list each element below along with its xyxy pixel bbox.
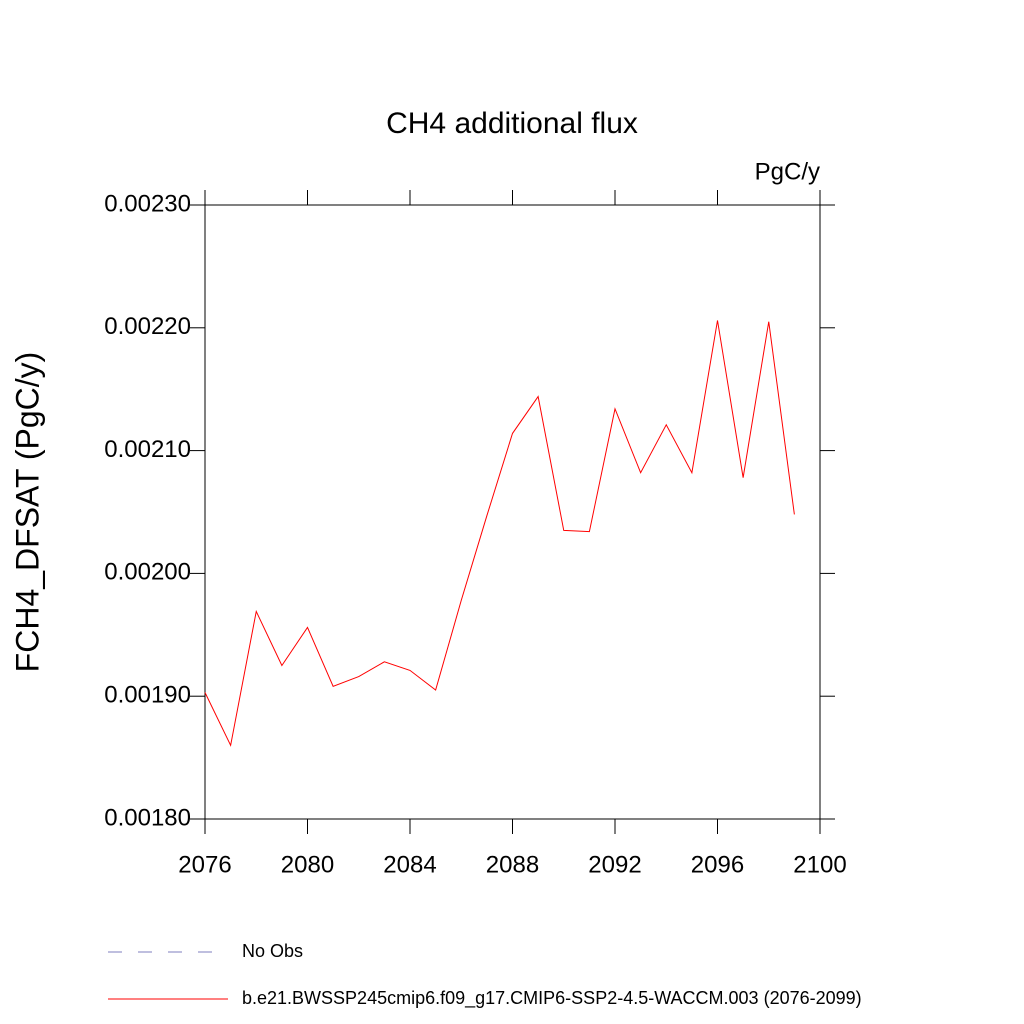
x-tick-label: 2100 bbox=[793, 851, 846, 878]
y-tick-label: 0.00190 bbox=[104, 682, 191, 709]
x-tick-label: 2076 bbox=[178, 851, 231, 878]
y-tick-label: 0.00200 bbox=[104, 559, 191, 586]
legend-label: b.e21.BWSSP245cmip6.f09_g17.CMIP6-SSP2-4… bbox=[242, 988, 862, 1009]
data-line bbox=[204, 320, 795, 747]
chart-title: CH4 additional flux bbox=[386, 107, 638, 140]
x-tick-label: 2080 bbox=[281, 851, 334, 878]
plot-frame bbox=[204, 204, 821, 820]
legend-label: No Obs bbox=[242, 941, 303, 961]
x-tick-label: 2092 bbox=[588, 851, 641, 878]
y-axis-title: FCH4_DFSAT (PgC/y) bbox=[9, 352, 45, 673]
y-tick-label: 0.00220 bbox=[104, 313, 191, 340]
x-tick-label: 2096 bbox=[691, 851, 744, 878]
y-tick-label: 0.00180 bbox=[104, 804, 191, 831]
y-tick-label: 0.00210 bbox=[104, 436, 191, 463]
x-tick-label: 2084 bbox=[383, 851, 436, 878]
x-tick-label: 2088 bbox=[486, 851, 539, 878]
units-label: PgC/y bbox=[755, 158, 820, 185]
y-tick-label: 0.00230 bbox=[104, 190, 191, 217]
